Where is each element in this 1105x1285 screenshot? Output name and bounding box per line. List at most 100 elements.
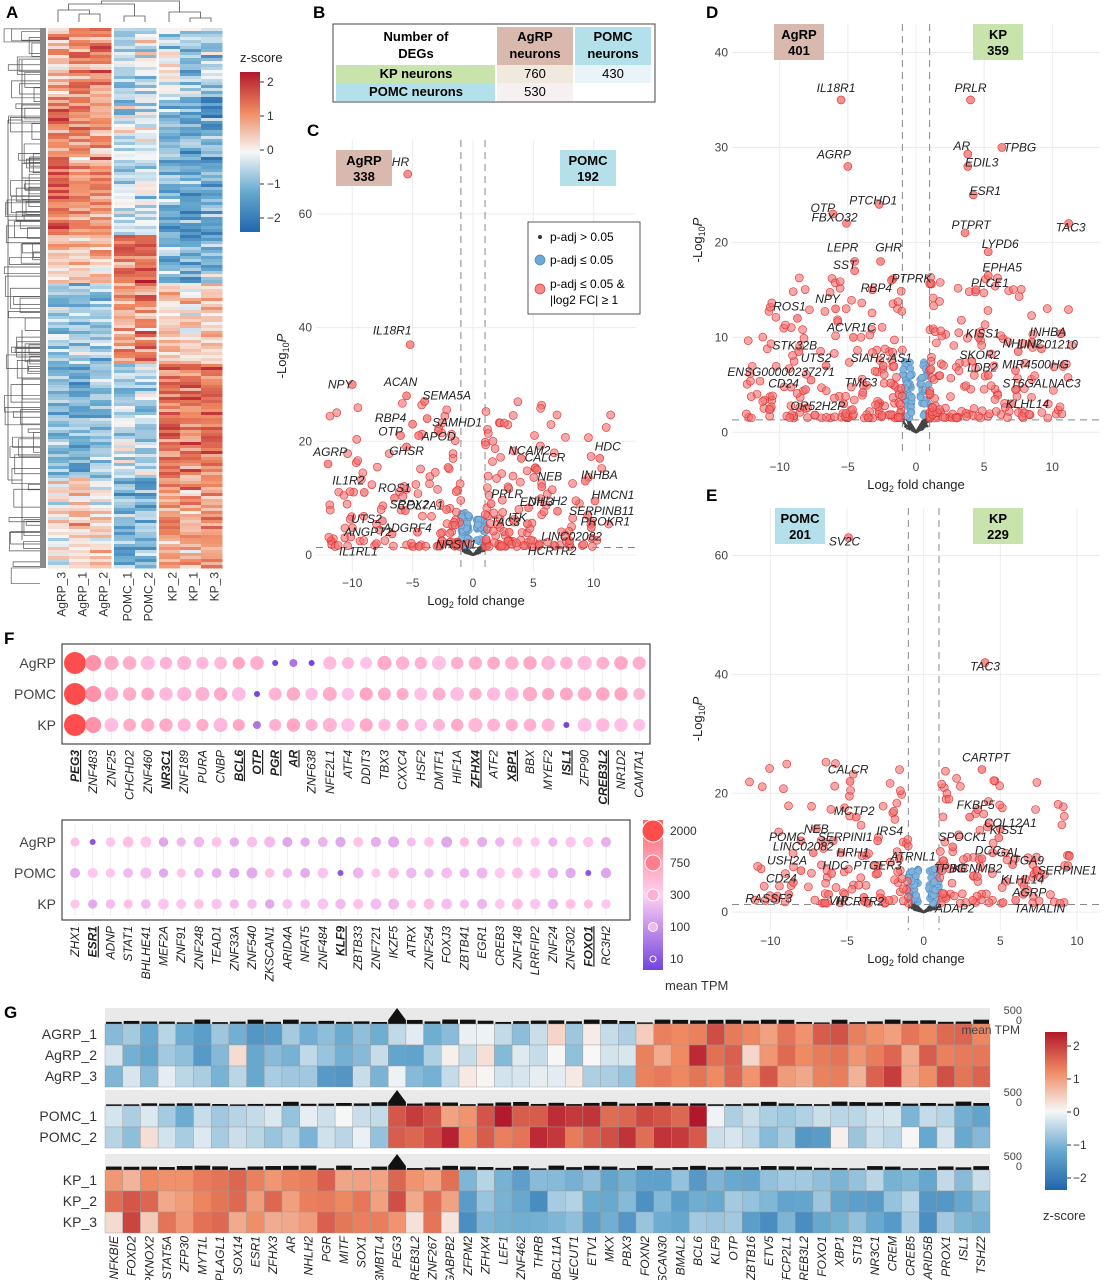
heat-cell	[180, 265, 202, 269]
heat-cell	[135, 166, 157, 170]
point-sig	[571, 496, 581, 505]
heat-cell	[135, 199, 157, 203]
heat-cell	[919, 1211, 938, 1234]
heat-cell	[90, 106, 112, 110]
heat-cell	[90, 97, 112, 101]
heat-cell	[180, 559, 202, 563]
heat-cell	[114, 334, 136, 338]
point-sig	[557, 527, 566, 537]
heat-cell	[114, 343, 136, 347]
gene-label: KISS1	[966, 326, 1000, 340]
heat-cell	[159, 454, 181, 458]
point-ns	[481, 550, 484, 553]
heat-cell	[69, 121, 91, 125]
heat-cell	[90, 397, 112, 401]
dendro-branch	[10, 116, 40, 133]
heat-cell	[264, 1126, 283, 1149]
point-labeled	[831, 304, 840, 314]
point-labeled	[843, 162, 853, 171]
point-sig	[870, 366, 880, 376]
heat-cell	[90, 139, 112, 143]
heat-cell	[777, 1105, 796, 1128]
point-sig	[481, 535, 491, 544]
heat-cell	[180, 73, 202, 77]
heat-cell	[157, 1169, 177, 1192]
heat-cell	[201, 58, 223, 62]
gene-tick-label: STAT1	[121, 926, 135, 962]
heat-cell	[135, 64, 157, 68]
point-sig	[961, 381, 971, 390]
heat-cell	[114, 481, 136, 485]
heat-cell	[114, 304, 136, 308]
heat-cell	[135, 496, 157, 500]
heat-cell	[159, 118, 181, 122]
heat-cell	[201, 421, 223, 425]
heat-cell	[865, 1065, 884, 1088]
heat-cell	[135, 406, 157, 410]
heat-cell	[201, 388, 223, 392]
heat-cell	[180, 262, 202, 266]
point-sig	[766, 339, 776, 349]
point-ns	[915, 906, 918, 910]
heat-cell	[201, 472, 223, 476]
heat-cell	[724, 1126, 743, 1149]
point-sig	[877, 322, 887, 332]
point-sig	[346, 532, 356, 542]
heat-cell	[48, 274, 70, 278]
heat-cell	[618, 1126, 637, 1149]
heat-cell	[759, 1065, 778, 1088]
heat-cell	[114, 253, 136, 257]
heat-cell	[48, 64, 70, 68]
heat-cell	[159, 256, 181, 260]
heat-cell	[69, 145, 91, 149]
heat-cell	[441, 1065, 460, 1088]
heat-cell	[618, 1190, 637, 1213]
heat-cell	[159, 406, 181, 410]
point-ns	[473, 552, 476, 556]
heat-cell	[114, 283, 136, 287]
heat-cell	[114, 265, 136, 269]
heat-cell	[159, 547, 181, 551]
heat-cell	[114, 286, 136, 290]
legend-tick-label: 2	[267, 75, 274, 89]
heat-cell	[370, 1169, 389, 1192]
heat-cell	[48, 439, 70, 443]
point-labeled	[971, 285, 981, 295]
heat-cell	[48, 412, 70, 416]
heat-cell	[90, 418, 112, 422]
heat-cell	[114, 229, 136, 233]
point-sig	[956, 782, 965, 791]
significance-legend	[527, 221, 641, 315]
heat-cell	[69, 151, 91, 155]
tpm-dot	[441, 867, 453, 879]
gene-label: RBP4	[861, 281, 893, 295]
heat-cell	[69, 208, 91, 212]
cell-kp-pomc: 430	[602, 66, 624, 81]
heat-cell	[159, 28, 181, 32]
point-sig	[975, 825, 985, 835]
heat-cell	[635, 1190, 654, 1213]
heat-cell	[458, 1044, 477, 1067]
heat-cell	[48, 505, 70, 509]
point-sig	[489, 538, 499, 547]
point-sig	[878, 801, 888, 811]
gene-tick-label: NR3C1	[159, 750, 173, 790]
point-sig	[333, 541, 343, 550]
heat-cell	[201, 220, 223, 224]
heat-cell	[135, 499, 157, 503]
point-labeled	[408, 419, 417, 429]
heat-cell	[135, 475, 157, 479]
heat-cell	[201, 550, 223, 554]
heat-cell	[90, 415, 112, 419]
heat-cell	[114, 376, 136, 380]
heat-cell	[90, 442, 112, 446]
heat-cell	[441, 1105, 460, 1128]
heat-cell	[135, 145, 157, 149]
heat-cell	[180, 31, 202, 35]
heat-cell	[90, 109, 112, 113]
heat-cell	[201, 283, 223, 287]
heat-cell	[388, 1190, 407, 1213]
gene-tick-label: NFAT5	[298, 926, 312, 963]
heat-cell	[69, 514, 91, 518]
point-sig	[586, 452, 596, 461]
